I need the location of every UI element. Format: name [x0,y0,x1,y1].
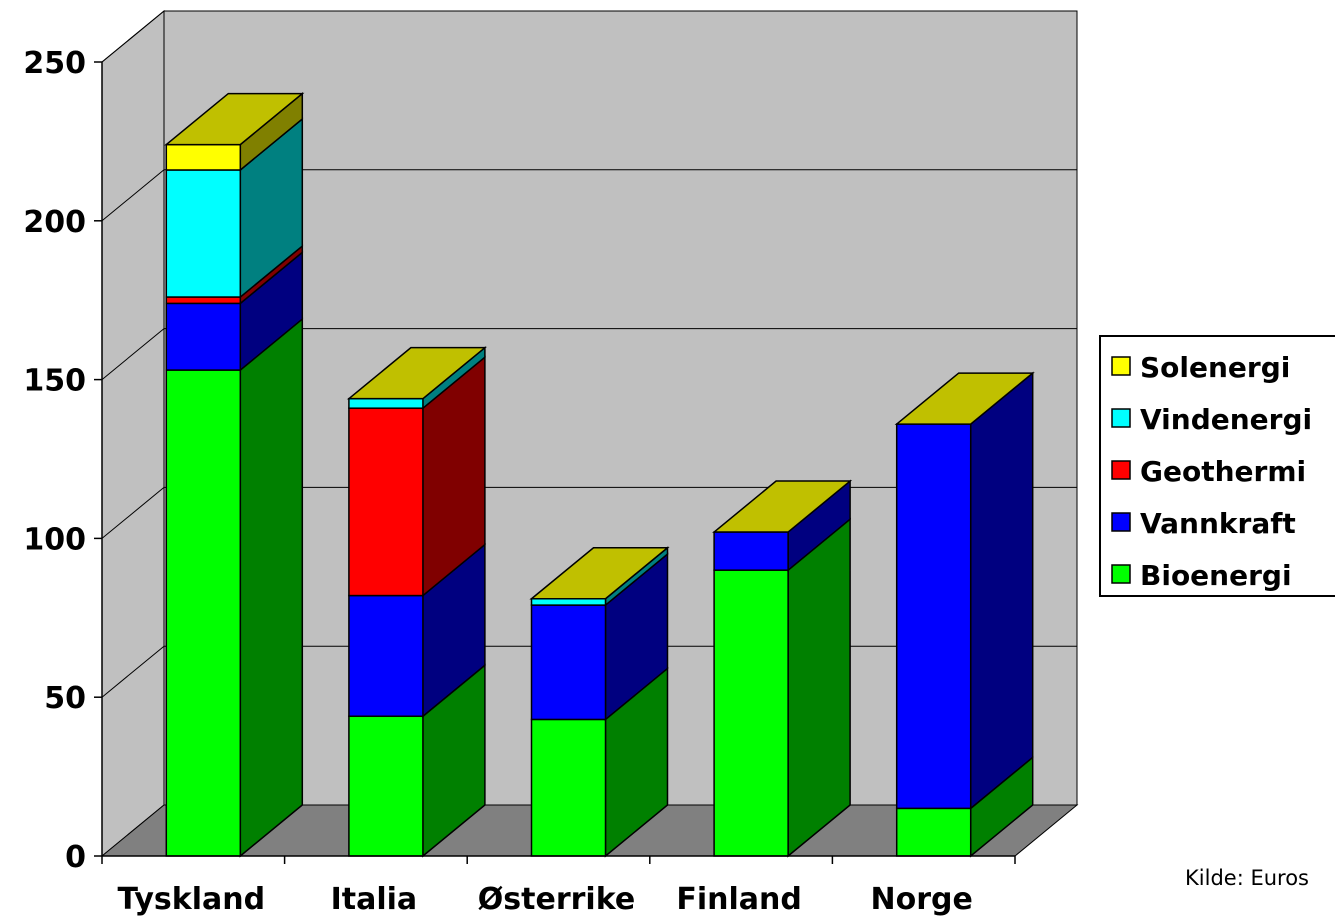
legend-label: Solenergi [1140,351,1290,384]
gridline-side [101,169,165,222]
x-tick-label: Tyskland [117,882,265,916]
side-wall [101,9,165,858]
gridline-side [101,10,165,63]
gridline-side [101,328,165,380]
bar-top [346,346,487,400]
gridline-side [101,487,165,539]
bar-segment-Bioenergi [895,807,972,857]
axes: Tyskland Italia Østerrike Finland Norge 0 50 10… [23,46,1016,916]
y-tick-label: 100 [23,522,86,557]
source-label: Kilde: Euros [1185,866,1309,890]
bar-segment-Vindenergi [165,169,242,298]
bar-segment-Vannkraft [530,604,607,721]
bar-segment-Bioenergi [348,715,424,857]
legend-swatch [1111,460,1131,480]
gridline-side [101,645,165,698]
y-tick-label: 0 [65,840,86,875]
bar-side-Bioenergi [787,517,851,858]
legend-swatch [1111,512,1131,532]
bar-segment-Solenergi [165,143,242,171]
bar-stacks [164,91,1035,858]
legend-swatch [1111,564,1131,584]
y-tick-label: 50 [44,681,86,716]
bar-segment-Geothermi [348,407,424,597]
x-tick-label: Norge [871,882,973,916]
y-tick-label: 250 [23,46,86,81]
bar-segment-Vindenergi [530,597,607,606]
bar-segment-Bioenergi [530,718,607,857]
bar-top [894,372,1035,425]
bar-top [712,480,853,533]
legend: Solenergi Vindenergi Geothermi Vannkraft Bio… [1099,335,1335,597]
legend-label: Vannkraft [1140,507,1296,540]
bar-segment-Vannkraft [895,423,972,810]
bar-segment-Vindenergi [348,397,424,409]
bar-segment-Vannkraft [713,531,789,571]
bar-top [529,546,670,600]
bar-segment-Geothermi [165,296,242,305]
bar-segment-Vannkraft [348,594,424,718]
legend-swatch [1111,408,1131,428]
legend-box [1099,335,1335,597]
bar-side-Bioenergi [239,317,304,858]
bar-side-Vannkraft [969,371,1034,810]
legend-label: Geothermi [1140,455,1306,488]
x-tick-label: Finland [676,882,802,916]
legend-label: Vindenergi [1140,403,1312,436]
x-tick-label: Italia [331,882,418,916]
legend-swatch [1111,356,1131,376]
legend-label: Bioenergi [1140,559,1292,592]
x-tick-label: Østerrike [478,882,635,916]
bar-top [164,92,305,146]
bar-segment-Bioenergi [165,369,242,857]
y-tick-label: 150 [23,364,86,399]
bar-segment-Bioenergi [713,569,789,857]
y-tick-label: 200 [23,205,86,240]
bar-segment-Vannkraft [165,302,242,371]
